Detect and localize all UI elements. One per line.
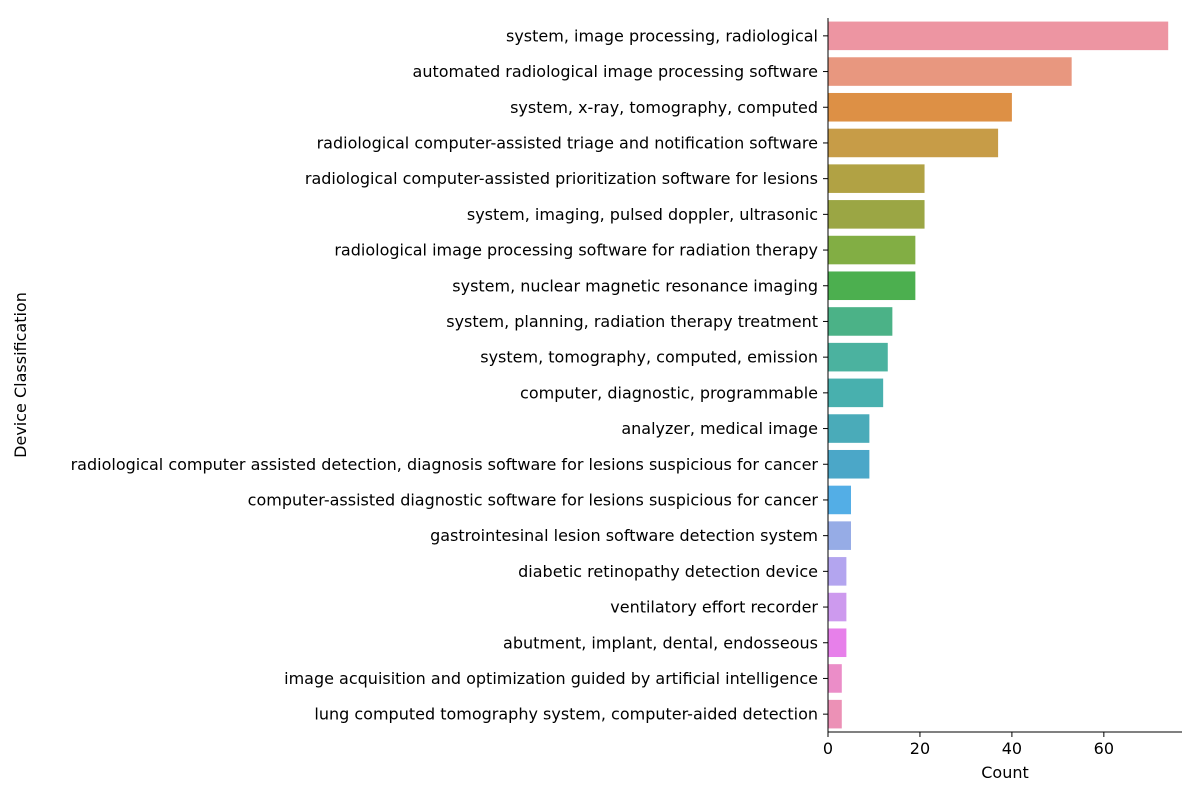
bar	[828, 92, 1012, 122]
category-labels-group: system, image processing, radiological au…	[71, 26, 828, 724]
x-tick-label: 40	[1002, 739, 1022, 758]
bar	[828, 307, 893, 336]
category-label: gastrointesinal lesion software detectio…	[430, 526, 818, 545]
bar	[828, 485, 851, 515]
x-tick-label: 0	[823, 739, 833, 758]
x-axis-label: Count	[981, 763, 1029, 782]
category-label: lung computed tomography system, compute…	[314, 705, 818, 724]
bar	[828, 342, 888, 372]
category-label: analyzer, medical image	[621, 419, 818, 438]
bar	[828, 414, 870, 443]
bar	[828, 592, 847, 622]
category-label: radiological image processing software f…	[334, 241, 818, 260]
category-label: abutment, implant, dental, endosseous	[503, 633, 818, 652]
bar	[828, 128, 999, 158]
bars-group	[828, 21, 1169, 729]
category-label: computer-assisted diagnostic software fo…	[248, 490, 819, 509]
category-label: system, imaging, pulsed doppler, ultraso…	[467, 205, 818, 224]
category-label: system, x-ray, tomography, computed	[510, 98, 818, 117]
category-label: radiological computer-assisted triage an…	[317, 133, 818, 152]
bar	[828, 699, 842, 729]
bar	[828, 235, 916, 265]
bar	[828, 449, 870, 479]
x-tick-label: 60	[1094, 739, 1114, 758]
bar	[828, 21, 1169, 51]
bar	[828, 57, 1072, 86]
category-label: diabetic retinopathy detection device	[518, 562, 818, 581]
category-label: automated radiological image processing …	[413, 62, 818, 81]
category-label: image acquisition and optimization guide…	[284, 669, 818, 688]
bar	[828, 664, 842, 693]
bar	[828, 557, 847, 586]
category-label: system, planning, radiation therapy trea…	[446, 312, 818, 331]
y-axis-label: Device Classification	[11, 292, 30, 458]
category-label: system, nuclear magnetic resonance imagi…	[452, 276, 818, 295]
x-ticks-group: 0 20 40 60	[823, 732, 1114, 758]
bar	[828, 164, 925, 193]
category-label: radiological computer assisted detection…	[71, 455, 819, 474]
category-label: computer, diagnostic, programmable	[520, 383, 818, 402]
bar	[828, 271, 916, 301]
category-label: radiological computer-assisted prioritiz…	[305, 169, 818, 188]
category-label: ventilatory effort recorder	[610, 598, 818, 617]
category-label: system, tomography, computed, emission	[480, 348, 818, 367]
x-tick-label: 20	[910, 739, 930, 758]
category-label: system, image processing, radiological	[506, 26, 818, 45]
bar	[828, 378, 884, 408]
bar	[828, 200, 925, 229]
bar	[828, 628, 847, 658]
bar	[828, 521, 851, 550]
